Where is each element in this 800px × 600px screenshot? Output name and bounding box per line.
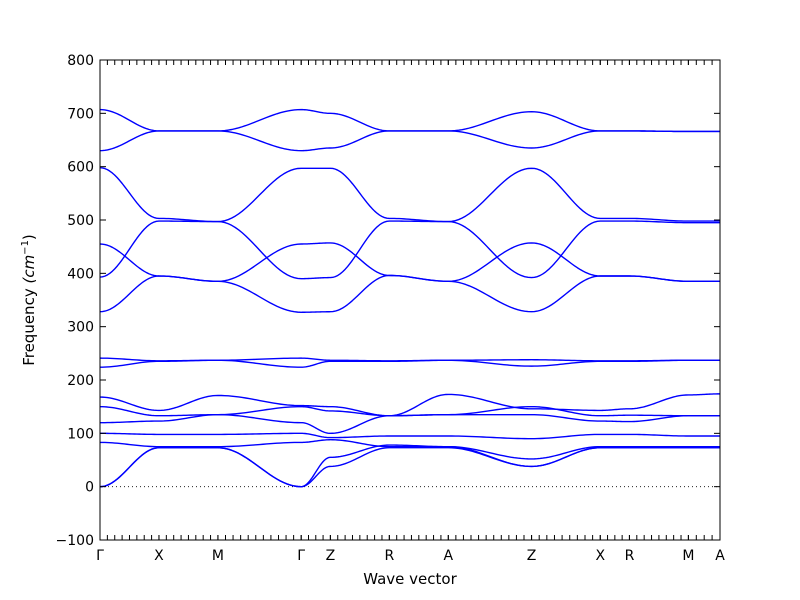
band-line-3 (99, 167, 720, 223)
band-line-6 (99, 274, 720, 313)
y-tick-label: 600 (67, 160, 94, 176)
y-axis-label-text: Frequency (20, 288, 38, 366)
plot-frame (99, 59, 721, 541)
x-tick-label: R (625, 548, 635, 564)
y-tick-label: 500 (67, 213, 94, 229)
y-axis-unit-exp: −1 (20, 240, 31, 255)
y-tick-label: 400 (67, 266, 94, 282)
x-tick-label: Z (527, 548, 537, 564)
x-tick-label: M (682, 548, 694, 564)
x-tick-label: A (715, 548, 725, 564)
y-tick-label: 100 (67, 426, 94, 442)
band-line-2 (99, 130, 720, 152)
y-tick-label: 200 (67, 373, 94, 389)
y-tick-label: 0 (85, 480, 94, 496)
y-tick-label: −100 (56, 533, 94, 549)
x-tick-label: Z (326, 548, 336, 564)
x-axis-label: Wave vector (363, 570, 457, 588)
x-tick-label: R (384, 548, 394, 564)
band-line-14 (99, 444, 720, 488)
x-tick-label: X (154, 548, 164, 564)
band-line-8 (99, 359, 720, 368)
band-line-11 (99, 413, 720, 435)
y-tick-label: 800 (67, 53, 94, 69)
x-tick-label: M (212, 548, 224, 564)
x-tick-label: A (444, 548, 454, 564)
y-axis-ticks: −100 0 100 200 300 400 500 600 700 800 (56, 53, 720, 549)
y-tick-label: 300 (67, 320, 94, 336)
band-line-10 (99, 405, 720, 417)
band-line-4 (99, 220, 720, 280)
y-axis-label: Frequency (cm−1) (20, 234, 38, 366)
x-tick-label: Γ (297, 548, 305, 564)
band-line-9 (99, 393, 720, 417)
y-axis-unit-close: ) (20, 234, 38, 240)
y-tick-label: 700 (67, 106, 94, 122)
x-tick-label: Γ (96, 548, 104, 564)
band-line-1 (99, 108, 720, 133)
band-line-12 (99, 432, 720, 440)
y-axis-unit: (cm (20, 255, 38, 284)
band-line-13 (99, 439, 720, 460)
x-tick-label: X (595, 548, 605, 564)
band-line-15 (99, 447, 720, 488)
bands (99, 108, 720, 488)
